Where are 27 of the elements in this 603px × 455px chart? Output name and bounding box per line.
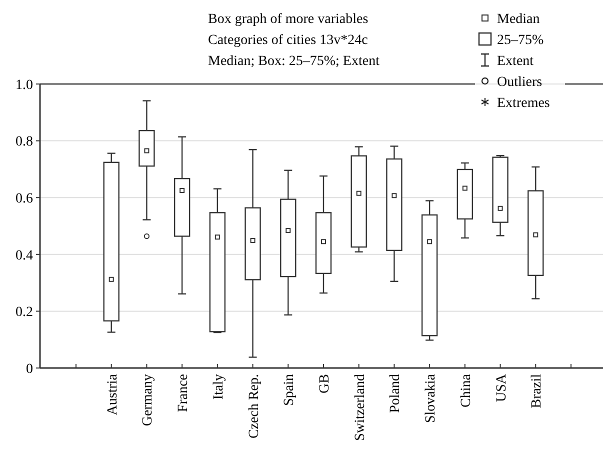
chart-title: Box graph of more variables bbox=[208, 12, 368, 27]
x-tick-label: USA bbox=[494, 373, 510, 402]
y-tick-label: 0.4 bbox=[16, 248, 33, 264]
x-tick-label: Austria bbox=[105, 373, 120, 416]
x-tick-label: France bbox=[176, 374, 192, 412]
chart-subtitle: Categories of cities 13v*24c bbox=[208, 33, 368, 48]
x-tick-label: Slovakia bbox=[424, 373, 439, 423]
y-tick-label: 0 bbox=[26, 362, 33, 377]
text: Extent bbox=[497, 54, 534, 69]
text: Median bbox=[497, 12, 540, 27]
text: 25–75% bbox=[497, 32, 544, 48]
x-tick-label: Germany bbox=[140, 374, 156, 426]
annotation: Outliers bbox=[497, 74, 542, 90]
x-tick-label: GB bbox=[318, 374, 332, 394]
x-tick-label: Switzerland bbox=[352, 374, 368, 441]
y-tick-label: 1.0 bbox=[16, 78, 33, 93]
text: Median; Box: 25–75%; Extent bbox=[208, 54, 380, 69]
x-tick-label: China bbox=[458, 373, 474, 408]
x-tick-label: Spain bbox=[282, 374, 298, 406]
x-tick-label: Poland bbox=[388, 374, 404, 413]
x-tick-label: Brazil bbox=[530, 374, 545, 408]
x-tick-label: Italy bbox=[211, 374, 226, 400]
x-tick-label: Czech Rep. bbox=[246, 374, 262, 439]
y-tick-label: 0.8 bbox=[16, 134, 33, 150]
y-tick-label: 0.6 bbox=[16, 192, 33, 206]
annotation: Extremes bbox=[497, 96, 550, 111]
y-tick-label: 0.2 bbox=[16, 305, 33, 320]
